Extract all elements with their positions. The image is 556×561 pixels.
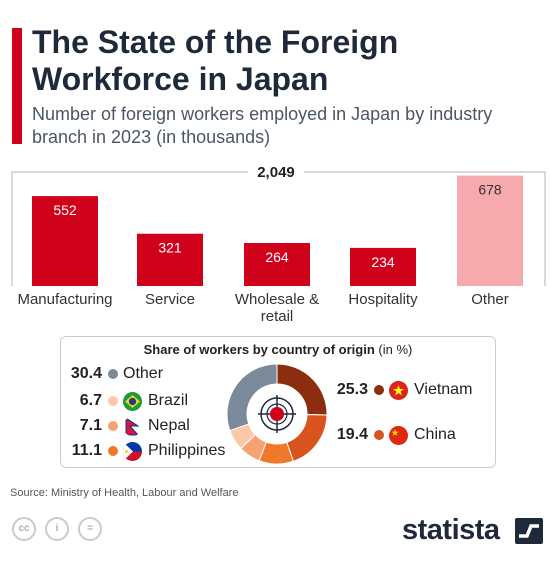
legend-label: Nepal — [148, 417, 190, 434]
donut-title-text: Share of workers by country of origin — [143, 342, 375, 357]
legend-item-china: 19.4 China — [334, 425, 456, 445]
legend-label: Vietnam — [414, 381, 473, 398]
source-note: Source: Ministry of Health, Labour and W… — [10, 487, 239, 499]
cc-icon[interactable]: cc — [12, 517, 36, 541]
legend-value: 30.4 — [70, 365, 102, 382]
bar-value-label: 264 — [265, 249, 289, 265]
china-flag-icon — [389, 425, 408, 445]
total-bracket — [11, 171, 546, 286]
philippines-flag-icon — [123, 441, 142, 461]
legend-value: 6.7 — [79, 392, 102, 409]
brazil-flag-icon — [123, 391, 142, 411]
japan-globe-icon — [258, 395, 296, 433]
legend-item-vietnam: 25.3 Vietnam — [334, 380, 472, 400]
category-label: Wholesale & retail — [234, 291, 320, 325]
statista-logo[interactable]: statista — [402, 514, 500, 546]
legend-label: Philippines — [148, 442, 226, 459]
bar-manufacturing — [32, 196, 98, 286]
bar-value-label: 678 — [478, 182, 502, 198]
statista-logo-mark-icon — [515, 518, 543, 544]
category-label: Other — [471, 291, 509, 308]
donut-title-unit: (in %) — [378, 342, 413, 357]
legend-label: Other — [123, 365, 164, 382]
legend-label: China — [414, 426, 456, 443]
bar-service — [137, 233, 203, 286]
vietnam-flag-icon — [389, 380, 408, 400]
legend-item-philippines: 11.1 Philippines — [68, 441, 225, 461]
legend-item-other: 30.4 Other — [68, 364, 163, 384]
legend-label: Brazil — [148, 392, 189, 409]
legend-item-nepal: 7.1 Nepal — [68, 416, 190, 436]
legend-value: 19.4 — [336, 426, 368, 443]
bar-other — [457, 175, 523, 286]
vietnam-dot-icon — [374, 385, 384, 395]
nepal-flag-icon — [123, 416, 142, 436]
legend-value: 7.1 — [79, 417, 102, 434]
legend-value: 25.3 — [336, 381, 368, 398]
page-subtitle: Number of foreign workers employed in Ja… — [32, 104, 493, 147]
bar-value-label: 321 — [158, 240, 182, 256]
bar-value-label: 234 — [371, 254, 395, 270]
china-dot-icon — [374, 430, 384, 440]
donut-title: Share of workers by country of origin (i… — [60, 342, 496, 357]
bar-hospitality — [350, 247, 416, 286]
title-accent-bar — [12, 28, 22, 144]
philippines-dot-icon — [108, 446, 118, 456]
nepal-dot-icon — [108, 421, 118, 431]
page-title: The State of the Foreign Workforce in Ja… — [32, 24, 399, 97]
no-derivatives-icon[interactable]: = — [78, 517, 102, 541]
category-label: Service — [144, 291, 196, 308]
bar-value-label: 552 — [53, 202, 77, 218]
legend-value: 11.1 — [71, 442, 102, 459]
category-label: Hospitality — [348, 291, 418, 308]
legend-item-brazil: 6.7 Brazil — [68, 391, 188, 411]
country-share-panel — [60, 336, 496, 468]
other-dot-icon — [108, 369, 118, 379]
bar-chart: 2,049 552 321 264 234 678 — [11, 164, 546, 286]
attribution-icon[interactable]: i — [45, 517, 69, 541]
brazil-dot-icon — [108, 396, 118, 406]
total-label: 2,049 — [257, 164, 295, 181]
donut-chart — [226, 363, 328, 465]
category-label: Manufacturing — [17, 291, 113, 308]
bar-wholesale-retail — [244, 243, 310, 286]
